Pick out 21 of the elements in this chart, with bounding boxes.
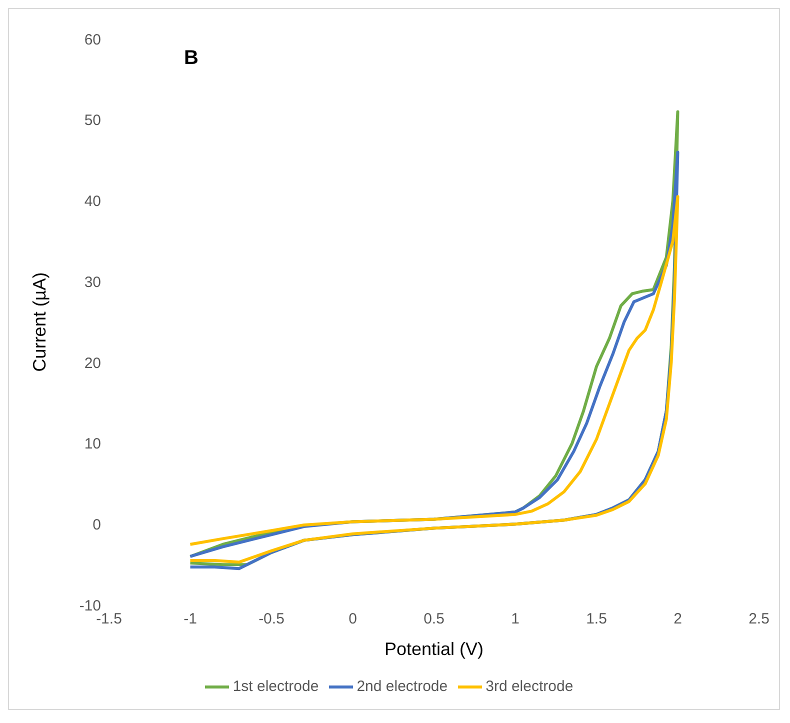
y-tick-label: 50: [84, 112, 101, 130]
x-tick-label: 0: [348, 610, 357, 628]
legend-label: 1st electrode: [232, 678, 319, 695]
y-tick-label: 60: [84, 31, 101, 48]
y-tick-label: 0: [92, 516, 101, 534]
x-axis-title: Potential (V): [384, 639, 484, 659]
x-tick-label: -1: [184, 610, 197, 628]
x-tick-label: 0.5: [424, 610, 444, 628]
y-tick-label: 20: [84, 354, 101, 372]
y-tick-label: 40: [84, 193, 101, 210]
legend-label: 2nd electrode: [356, 678, 448, 695]
x-tick-label: 1.5: [586, 610, 607, 628]
annotation: B: [184, 47, 198, 69]
x-tick-label: 2: [674, 610, 682, 628]
x-tick-label: -0.5: [258, 610, 284, 628]
y-tick-label: 10: [84, 436, 101, 453]
y-axis-title: Current (µA): [29, 272, 50, 372]
x-tick-label: 1: [511, 610, 520, 628]
y-tick-label: 30: [84, 274, 101, 291]
x-tick-label: 2.5: [748, 610, 770, 628]
legend-label: 3rd electrode: [486, 678, 574, 695]
